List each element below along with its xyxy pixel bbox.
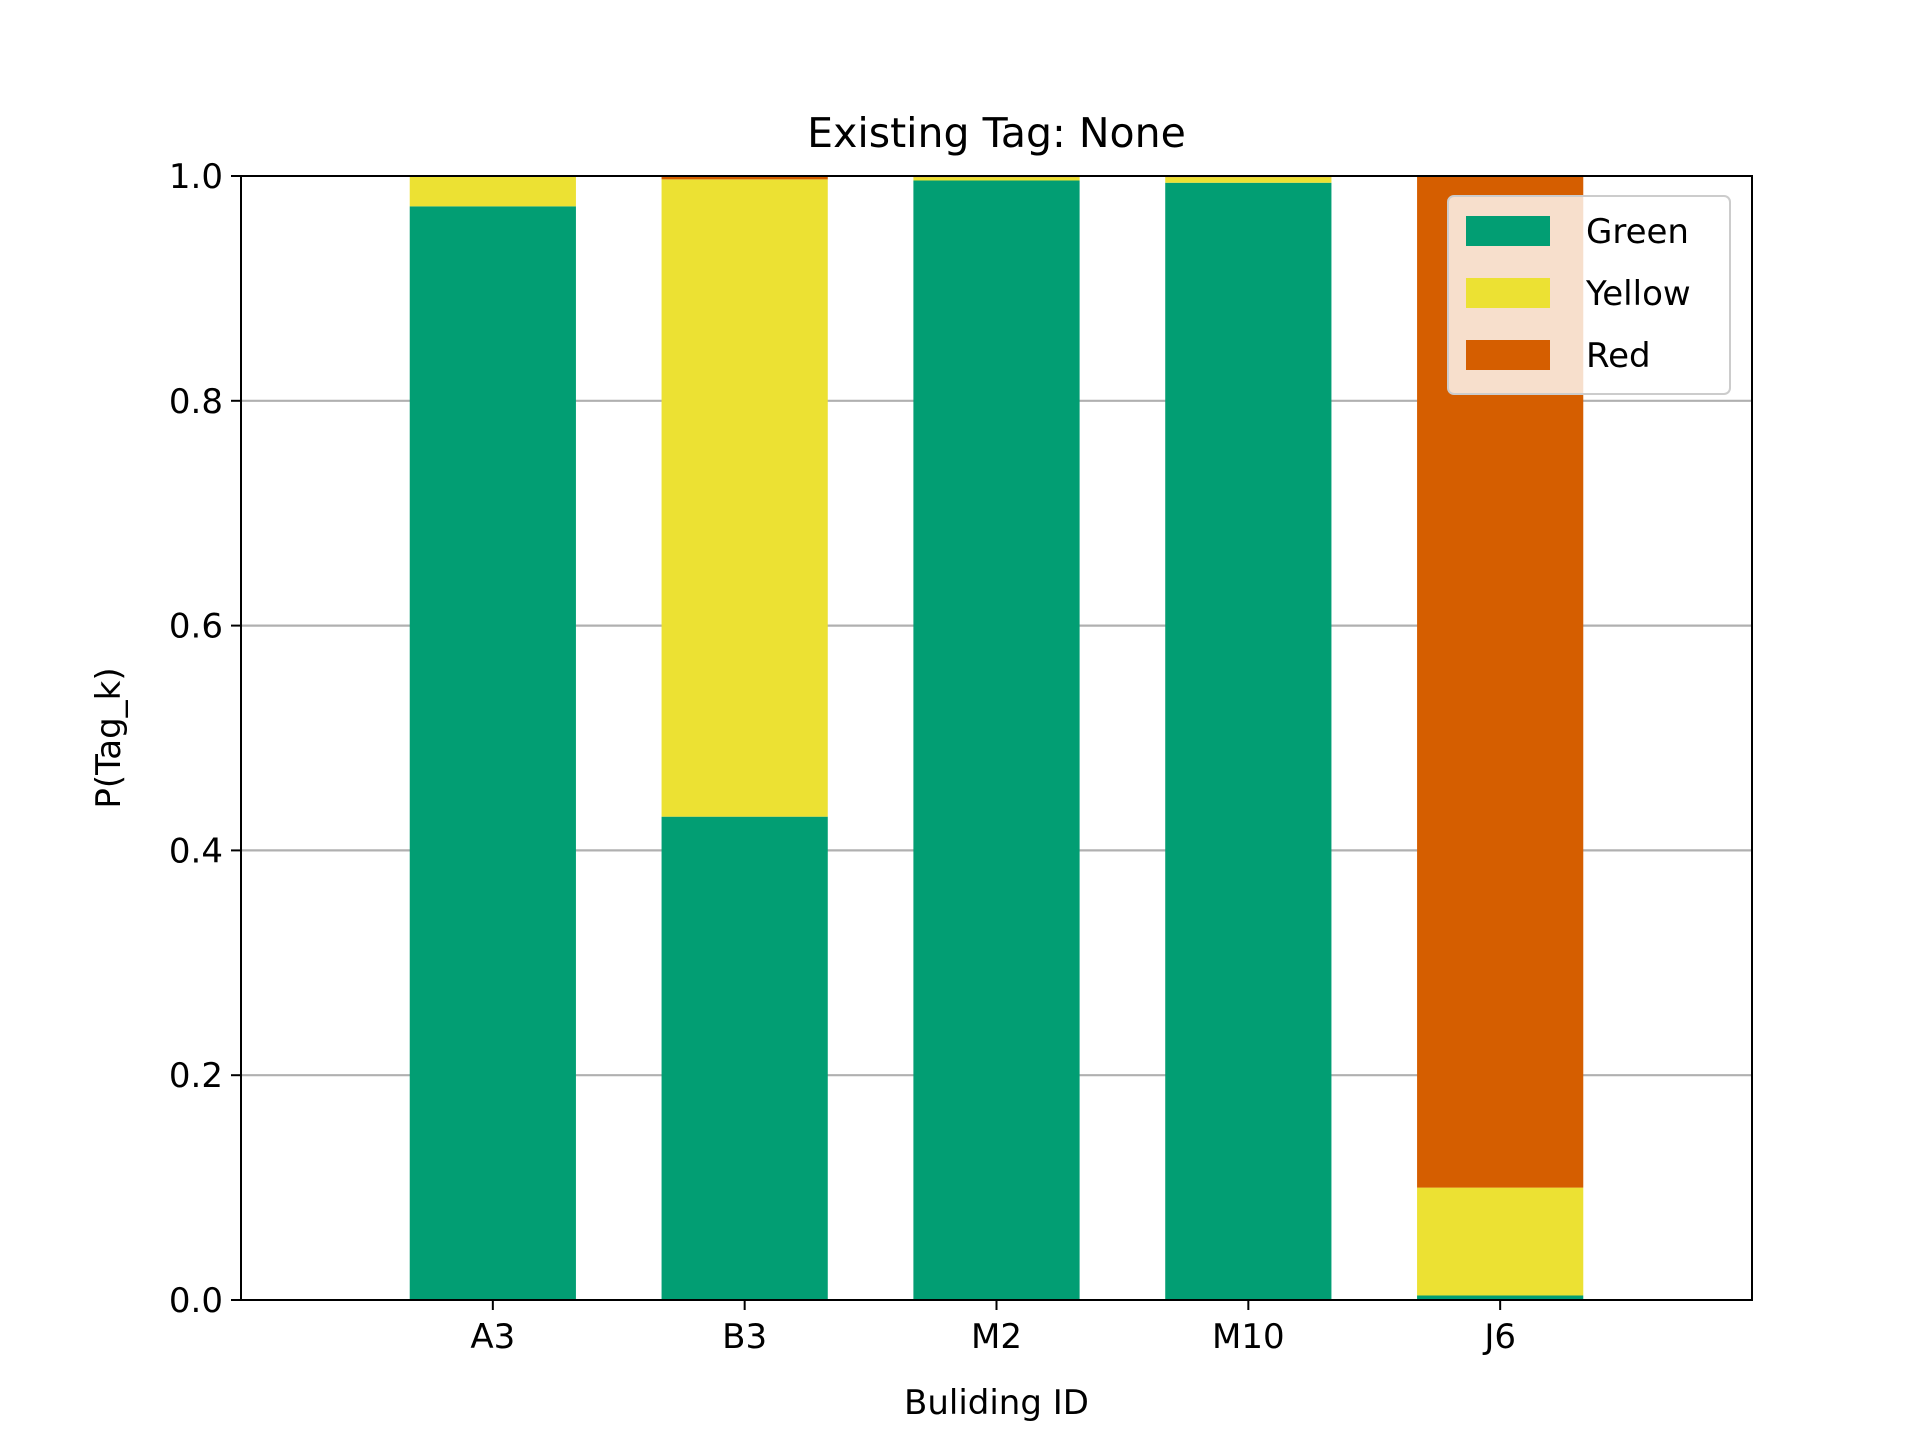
legend: Green Yellow Red [1447,195,1731,395]
bar-green-b3 [661,816,828,1300]
y-tick-label: 0.4 [169,831,223,871]
x-axis-label: Buliding ID [904,1383,1089,1423]
bar-yellow-j6 [1417,1187,1584,1296]
x-axis-ticks: A3 B3 M2 M10 J6 [470,1300,1516,1357]
legend-swatch-green [1466,216,1550,246]
bars [409,176,1584,1301]
x-tick-label: M10 [1212,1317,1285,1357]
x-tick-label: B3 [722,1317,767,1357]
y-tick-label: 0.2 [169,1056,223,1096]
y-axis-label: P(Tag_k) [89,667,129,808]
bar-green-m2 [913,180,1080,1301]
legend-swatch-red [1466,340,1550,370]
legend-label-yellow: Yellow [1585,274,1691,314]
bar-red-b3 [661,176,828,180]
bar-yellow-m2 [913,177,1080,181]
y-axis-ticks: 0.0 0.2 0.4 0.6 0.8 1.0 [169,157,241,1321]
x-tick-label: A3 [470,1317,515,1357]
bar-yellow-m10 [1165,177,1332,183]
bar-green-a3 [409,206,576,1300]
legend-label-red: Red [1586,336,1651,376]
x-tick-label: J6 [1482,1317,1516,1357]
legend-label-green: Green [1586,212,1689,252]
y-tick-label: 0.8 [169,382,223,422]
bar-yellow-b3 [661,179,828,817]
bar-yellow-a3 [409,176,576,207]
chart-title: Existing Tag: None [807,109,1186,157]
y-tick-label: 0.0 [169,1281,223,1321]
y-tick-label: 0.6 [169,607,223,647]
bar-green-j6 [1417,1295,1584,1300]
x-tick-label: M2 [971,1317,1022,1357]
legend-swatch-yellow [1466,278,1550,308]
y-tick-label: 1.0 [169,157,223,197]
bar-green-m10 [1165,182,1332,1300]
